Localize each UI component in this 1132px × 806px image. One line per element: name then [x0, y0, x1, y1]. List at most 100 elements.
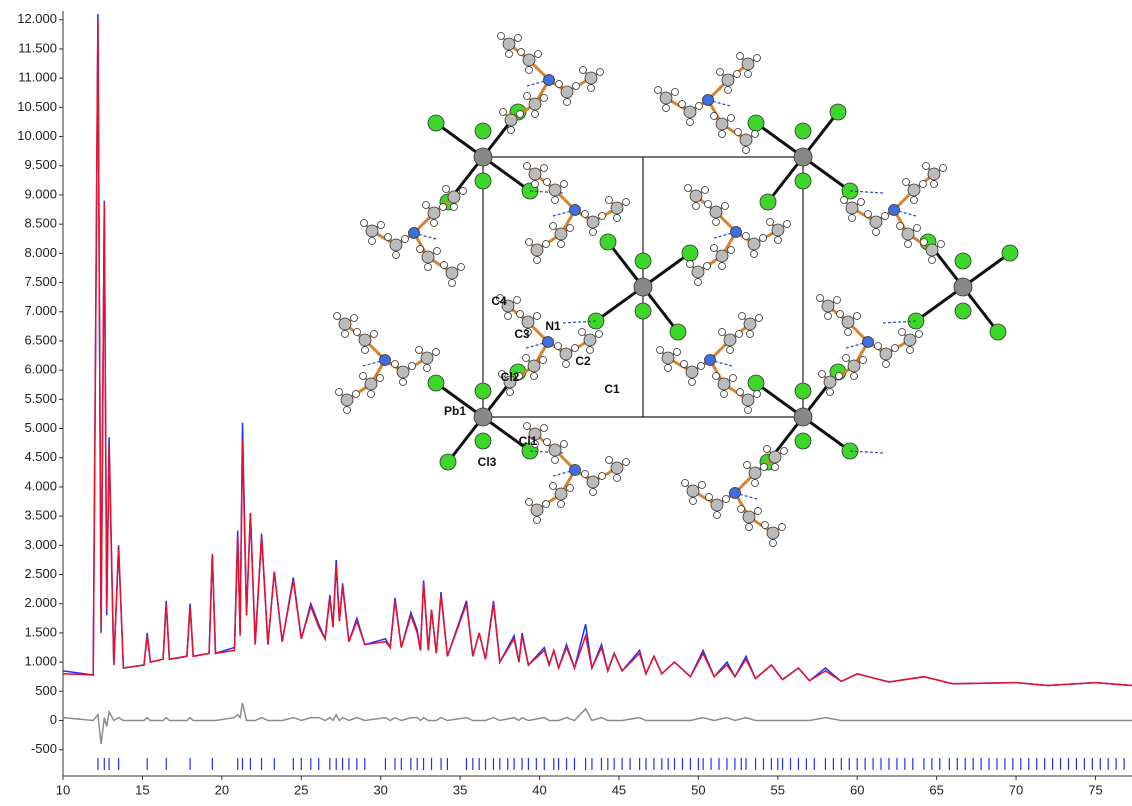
c-atom [740, 134, 752, 146]
h-atom [907, 347, 914, 354]
c-atom [584, 334, 596, 346]
h-atom [706, 494, 713, 501]
y-tick-label: 4.500 [24, 449, 57, 464]
c-atom [528, 360, 540, 372]
c-atom [743, 511, 755, 523]
chart: Pb1Cl1Cl2Cl3N1C1C2C3C4 -50005001.0001.50… [0, 0, 1132, 801]
h-atom [567, 485, 574, 492]
c-atom [822, 300, 834, 312]
c-atom [341, 394, 353, 406]
h-atom [458, 264, 465, 271]
h-atom [685, 185, 692, 192]
y-tick-label: 1.000 [24, 654, 57, 669]
h-atom [841, 197, 848, 204]
h-atom [558, 241, 565, 248]
c-atom [366, 225, 378, 237]
y-tick-label: 8.500 [24, 216, 57, 231]
h-atom [361, 220, 368, 227]
h-atom [897, 223, 904, 230]
x-tick-label: 45 [612, 782, 626, 797]
c-atom [555, 228, 567, 240]
h-atom [845, 329, 852, 336]
h-atom [541, 165, 548, 172]
h-atom [451, 204, 458, 211]
h-atom [599, 213, 606, 220]
h-atom [524, 93, 531, 100]
h-atom [754, 55, 761, 62]
h-atom [596, 331, 603, 338]
c-atom [711, 499, 723, 511]
h-atom [704, 263, 711, 270]
cl-atom [440, 454, 456, 470]
h-atom [534, 257, 541, 264]
h-atom [344, 407, 351, 414]
n-atom [889, 205, 900, 216]
cl-atom [475, 173, 491, 189]
h-atom [746, 524, 753, 531]
h-atom [449, 280, 456, 287]
h-atom [672, 89, 679, 96]
series-line [63, 703, 1132, 744]
h-atom [544, 179, 551, 186]
h-atom [854, 313, 861, 320]
h-atom [362, 347, 369, 354]
h-atom [440, 204, 447, 211]
h-atom [590, 489, 597, 496]
c-atom [902, 228, 914, 240]
h-atom [719, 131, 726, 138]
h-atom [767, 219, 774, 226]
h-atom [745, 407, 752, 414]
h-atom [579, 329, 586, 336]
atom-label: Cl1 [519, 434, 538, 448]
y-tick-label: 0 [50, 712, 57, 727]
y-tick-label: 10.500 [17, 99, 57, 114]
h-atom [837, 311, 844, 318]
h-atom [540, 357, 547, 364]
h-atom [524, 163, 531, 170]
c-atom [611, 462, 623, 474]
h-atom [614, 475, 621, 482]
cl-atom [795, 123, 811, 139]
h-atom [705, 201, 712, 208]
crystal-structure: Pb1Cl1Cl2Cl3N1C1C2C3C4 [334, 33, 1019, 547]
c-atom [505, 114, 517, 126]
atom-label: C4 [491, 294, 507, 308]
h-atom [517, 111, 524, 118]
h-atom [561, 441, 568, 448]
h-atom [544, 439, 551, 446]
cl-atom [1002, 245, 1018, 261]
h-atom [719, 329, 726, 336]
h-atom [582, 471, 589, 478]
c-atom [428, 207, 440, 219]
cl-atom [475, 383, 491, 399]
h-atom [851, 373, 858, 380]
y-tick-label: 3.000 [24, 537, 57, 552]
h-atom [903, 179, 910, 186]
h-atom [532, 181, 539, 188]
n-atom [409, 228, 420, 239]
h-atom [914, 225, 921, 232]
h-atom [727, 347, 734, 354]
atom-label: Pb1 [444, 404, 466, 418]
h-atom [360, 373, 367, 380]
h-atom [541, 425, 548, 432]
c-atom [772, 224, 784, 236]
c-atom [690, 190, 702, 202]
h-atom [779, 524, 786, 531]
h-atom [590, 229, 597, 236]
pb-atom [794, 148, 812, 166]
h-atom [940, 165, 947, 172]
h-atom [552, 457, 559, 464]
h-atom [737, 389, 744, 396]
h-atom [534, 517, 541, 524]
y-tick-label: 3.500 [24, 508, 57, 523]
c-atom [549, 184, 561, 196]
c-atom [421, 352, 433, 364]
c-atom [359, 334, 371, 346]
c-atom [555, 488, 567, 500]
h-atom [764, 446, 771, 453]
h-atom [416, 347, 423, 354]
h-atom [507, 389, 514, 396]
x-tick-label: 50 [691, 782, 705, 797]
c-atom [529, 168, 541, 180]
